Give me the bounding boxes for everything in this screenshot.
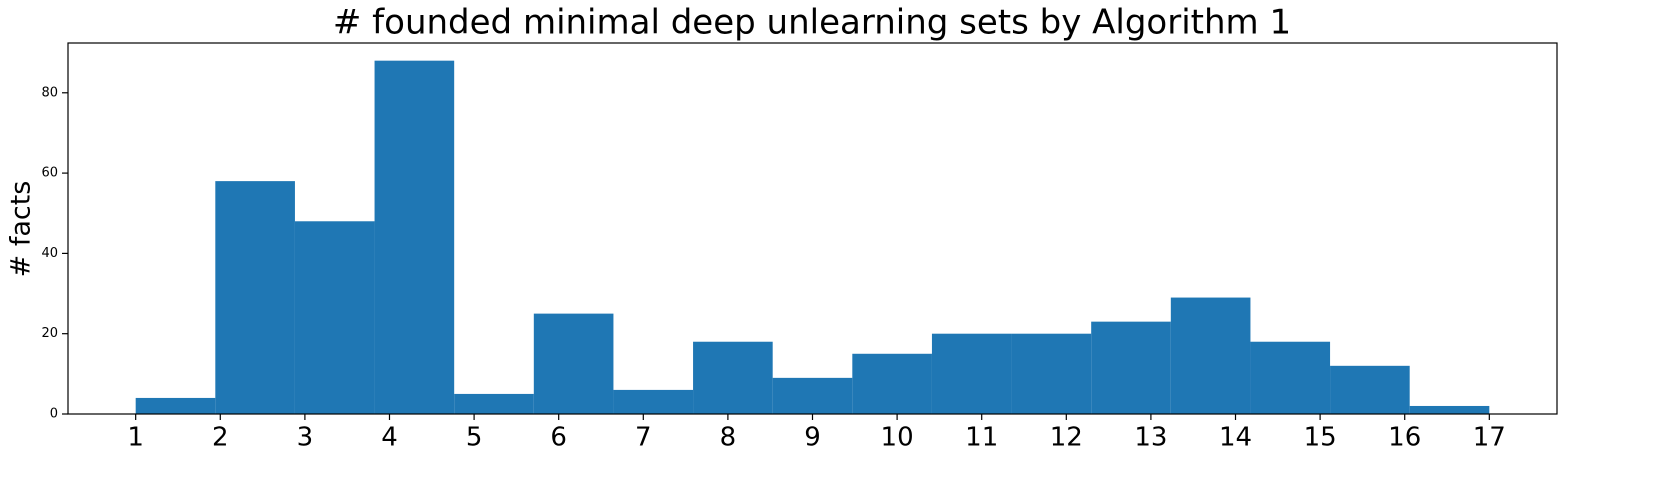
x-tick-label: 6 xyxy=(550,423,567,453)
bar xyxy=(135,397,216,414)
x-tick-label: 13 xyxy=(1134,423,1167,453)
x-tick-label: 15 xyxy=(1304,423,1337,453)
x-tick-label: 4 xyxy=(381,423,398,453)
bar xyxy=(215,181,295,414)
bar xyxy=(1170,297,1251,414)
x-tick-label: 17 xyxy=(1473,423,1506,453)
x-tick-label: 16 xyxy=(1388,423,1421,453)
bar xyxy=(1091,321,1171,414)
plot-frame xyxy=(67,42,1558,415)
bar xyxy=(1409,405,1490,414)
y-tick-label: 20 xyxy=(41,326,58,341)
x-tick-label: 12 xyxy=(1050,423,1083,453)
bar xyxy=(852,353,932,414)
y-tick-label: 40 xyxy=(41,246,58,261)
bar xyxy=(374,60,455,415)
y-tick-label: 0 xyxy=(50,407,58,422)
y-tick-label: 80 xyxy=(41,85,58,100)
y-axis-label: # facts xyxy=(6,181,37,278)
bar xyxy=(1330,365,1410,414)
x-tick-label: 7 xyxy=(635,423,652,453)
x-tick-label: 5 xyxy=(466,423,483,453)
x-tick-label: 10 xyxy=(881,423,914,453)
x-tick-label: 8 xyxy=(720,423,737,453)
x-tick-label: 2 xyxy=(212,423,229,453)
bar xyxy=(1250,341,1331,414)
x-tick-label: 11 xyxy=(965,423,998,453)
bar xyxy=(454,393,534,414)
bar xyxy=(931,333,1012,414)
bar xyxy=(613,389,694,414)
chart-title: # founded minimal deep unlearning sets b… xyxy=(333,3,1291,43)
bar xyxy=(294,221,375,414)
y-tick-label: 60 xyxy=(41,166,58,181)
x-tick-label: 3 xyxy=(297,423,314,453)
bar xyxy=(1011,333,1092,414)
bar xyxy=(772,377,853,414)
x-tick-label: 14 xyxy=(1219,423,1252,453)
x-tick-label: 9 xyxy=(804,423,821,453)
bar xyxy=(533,313,614,414)
x-tick-label: 1 xyxy=(127,423,144,453)
bar xyxy=(693,341,773,414)
